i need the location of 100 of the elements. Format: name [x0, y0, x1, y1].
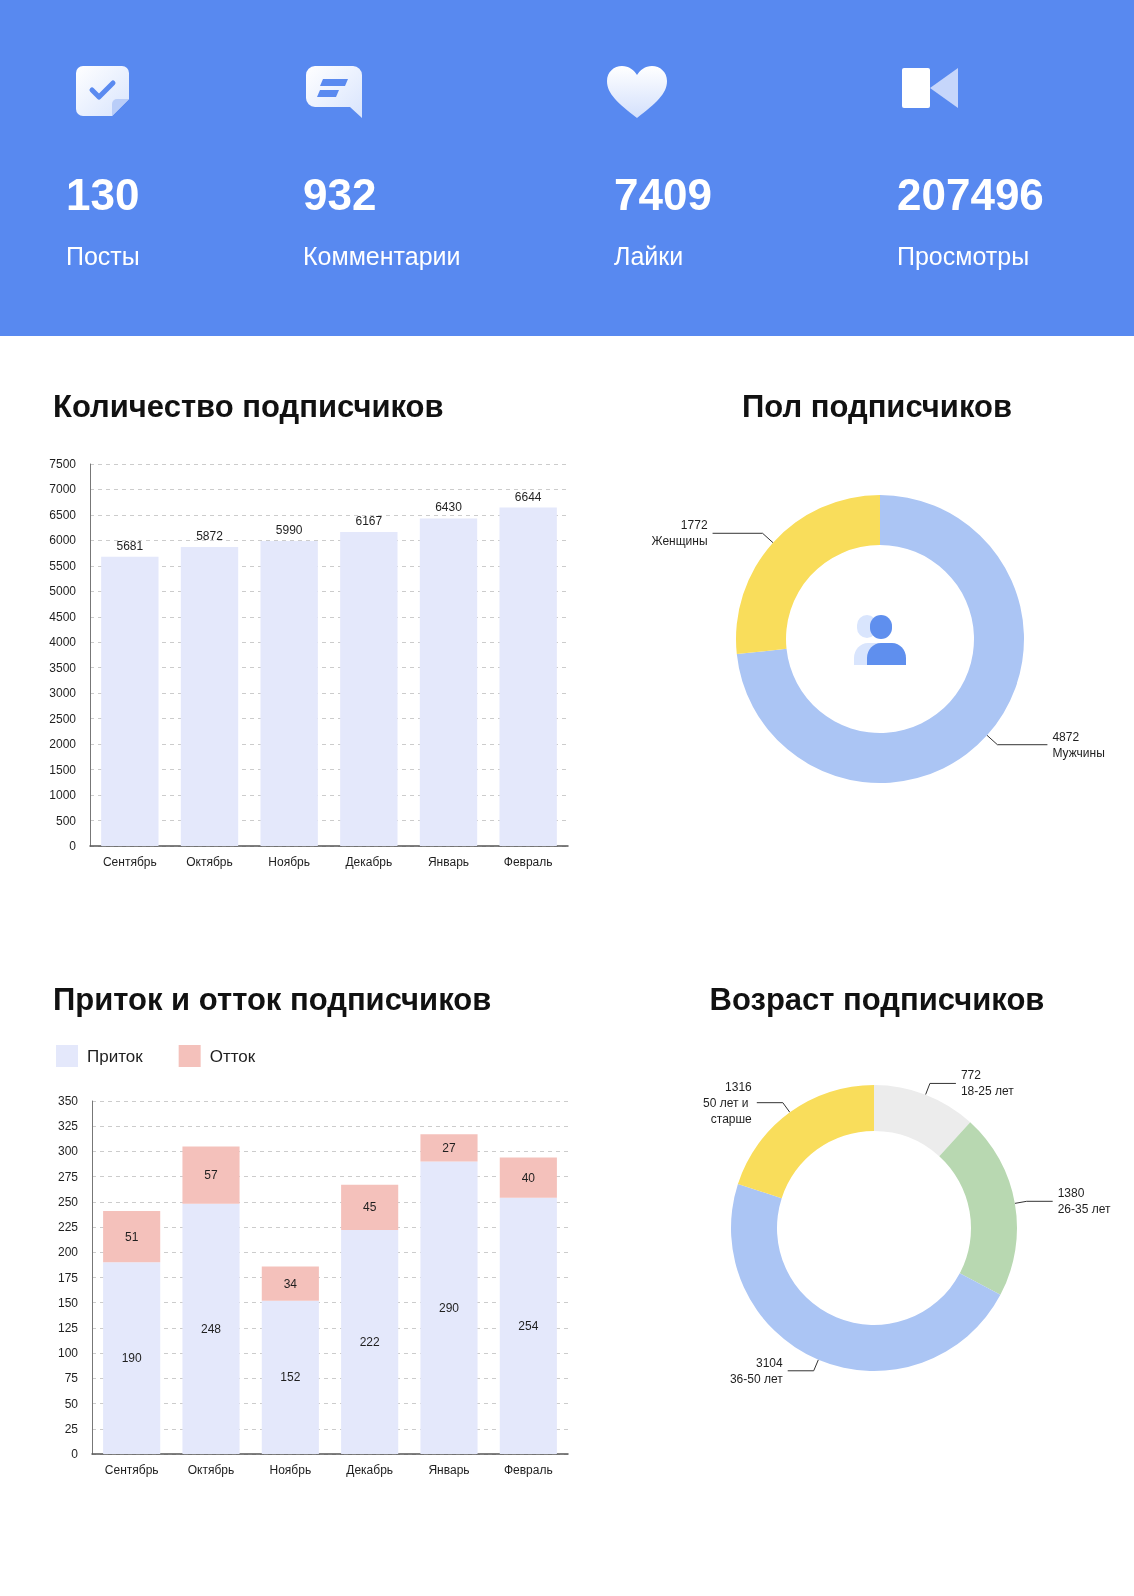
data-label: 254	[518, 1318, 539, 1333]
legend-label: Приток	[87, 1046, 144, 1066]
data-label: 772	[960, 1068, 982, 1083]
x-tick-label: Октябрь	[187, 1463, 235, 1477]
y-tick-label: 5500	[49, 558, 77, 573]
data-label: 1316	[725, 1079, 753, 1094]
slice-label: 36-50 лет	[729, 1371, 784, 1386]
data-label: 248	[200, 1321, 222, 1336]
slice-label: 50 лет и старше	[702, 1095, 753, 1126]
text: 130	[66, 170, 140, 220]
y-tick-label: 350	[57, 1094, 79, 1108]
y-tick-label: 1500	[49, 762, 77, 777]
chart-title: Возраст подписчиков	[708, 981, 1046, 1019]
y-tick-label: 500	[55, 813, 77, 828]
text: Посты	[66, 241, 140, 271]
data-label: 190	[121, 1351, 142, 1366]
bar	[499, 507, 557, 846]
data-label: 45	[362, 1200, 377, 1215]
y-tick-label: 150	[57, 1295, 79, 1310]
y-tick-label: 0	[71, 1447, 79, 1461]
y-tick-label: 7500	[49, 457, 77, 471]
text: 932	[303, 170, 377, 220]
y-tick-label: 0	[69, 839, 77, 853]
data-label: 6167	[355, 513, 383, 528]
text: Просмотры	[897, 241, 1030, 271]
bar	[419, 518, 478, 846]
x-tick-label: Январь	[427, 855, 470, 869]
bar	[101, 556, 159, 846]
y-tick-label: 7000	[49, 482, 77, 497]
y-tick-label: 3500	[49, 660, 77, 675]
y-tick-label: 200	[57, 1245, 79, 1260]
y-tick-label: 225	[57, 1220, 79, 1235]
data-label: 290	[438, 1300, 460, 1315]
data-label: 51	[124, 1229, 139, 1244]
chart-title: Пол подписчиков	[740, 388, 1014, 426]
data-label: 27	[442, 1140, 456, 1155]
data-label: 3104	[755, 1355, 784, 1370]
bar	[341, 1230, 399, 1454]
data-label: 6644	[514, 489, 542, 504]
bar	[341, 1184, 399, 1231]
y-tick-label: 2000	[49, 737, 77, 752]
x-tick-label: Ноябрь	[269, 1463, 312, 1477]
bar	[103, 1210, 161, 1263]
y-tick-label: 4000	[49, 635, 77, 650]
x-tick-label: Декабрь	[345, 855, 393, 869]
data-label: 34	[283, 1276, 298, 1291]
data-label: 1380	[1057, 1186, 1085, 1201]
x-tick-label: Сентябрь	[102, 855, 157, 869]
y-tick-label: 1000	[49, 788, 77, 803]
bar	[499, 1197, 557, 1454]
slice-label: Мужчины	[1052, 745, 1105, 760]
y-tick-label: 125	[57, 1320, 79, 1335]
x-tick-label: Февраль	[503, 1463, 553, 1477]
y-tick-label: 175	[57, 1270, 79, 1285]
data-label: 57	[204, 1168, 218, 1183]
y-tick-label: 100	[57, 1346, 79, 1361]
y-tick-label: 25	[64, 1421, 79, 1436]
slice-label: 18-25 лет	[960, 1084, 1015, 1099]
data-label: 5681	[116, 538, 144, 553]
y-tick-label: 325	[57, 1119, 79, 1134]
bar	[182, 1203, 240, 1454]
x-tick-label: Январь	[428, 1463, 470, 1477]
chart-title: Приток и отток подписчиков	[53, 981, 492, 1019]
text: 7409	[614, 170, 712, 220]
y-tick-label: 3000	[49, 686, 77, 701]
bar	[103, 1262, 161, 1454]
data-label: 40	[521, 1170, 536, 1185]
data-label: 1772	[680, 518, 708, 533]
y-tick-label: 275	[57, 1169, 79, 1184]
x-tick-label: Сентябрь	[104, 1463, 159, 1477]
bar	[261, 1266, 319, 1301]
y-tick-label: 2500	[49, 711, 77, 726]
bar	[260, 540, 318, 846]
x-tick-label: Декабрь	[346, 1463, 394, 1477]
y-tick-label: 6500	[49, 507, 77, 522]
x-tick-label: Ноябрь	[268, 855, 310, 869]
y-tick-label: 250	[57, 1194, 79, 1209]
text: Лайки	[614, 241, 684, 271]
y-tick-label: 5000	[49, 584, 77, 599]
data-label: 222	[359, 1335, 380, 1350]
chart-title: Количество подписчиков	[53, 388, 444, 426]
bar	[340, 531, 398, 846]
y-tick-label: 300	[57, 1144, 79, 1159]
slice-label: 26-35 лет	[1057, 1202, 1111, 1217]
y-tick-label: 4500	[49, 609, 77, 624]
y-tick-label: 6000	[49, 533, 77, 548]
bar	[499, 1157, 557, 1198]
data-label: 5990	[275, 522, 303, 537]
data-label: 152	[280, 1370, 301, 1385]
data-label: 5872	[196, 528, 224, 543]
x-tick-label: Октябрь	[186, 855, 233, 869]
bar	[182, 1146, 240, 1204]
bar	[420, 1134, 478, 1162]
legend-label: Отток	[209, 1046, 256, 1066]
text: Комментарии	[303, 241, 461, 271]
bar	[420, 1161, 478, 1454]
bar	[180, 546, 239, 846]
y-tick-label: 50	[64, 1396, 79, 1411]
data-label: 4872	[1052, 729, 1080, 744]
slice-label: Женщины	[651, 534, 708, 549]
